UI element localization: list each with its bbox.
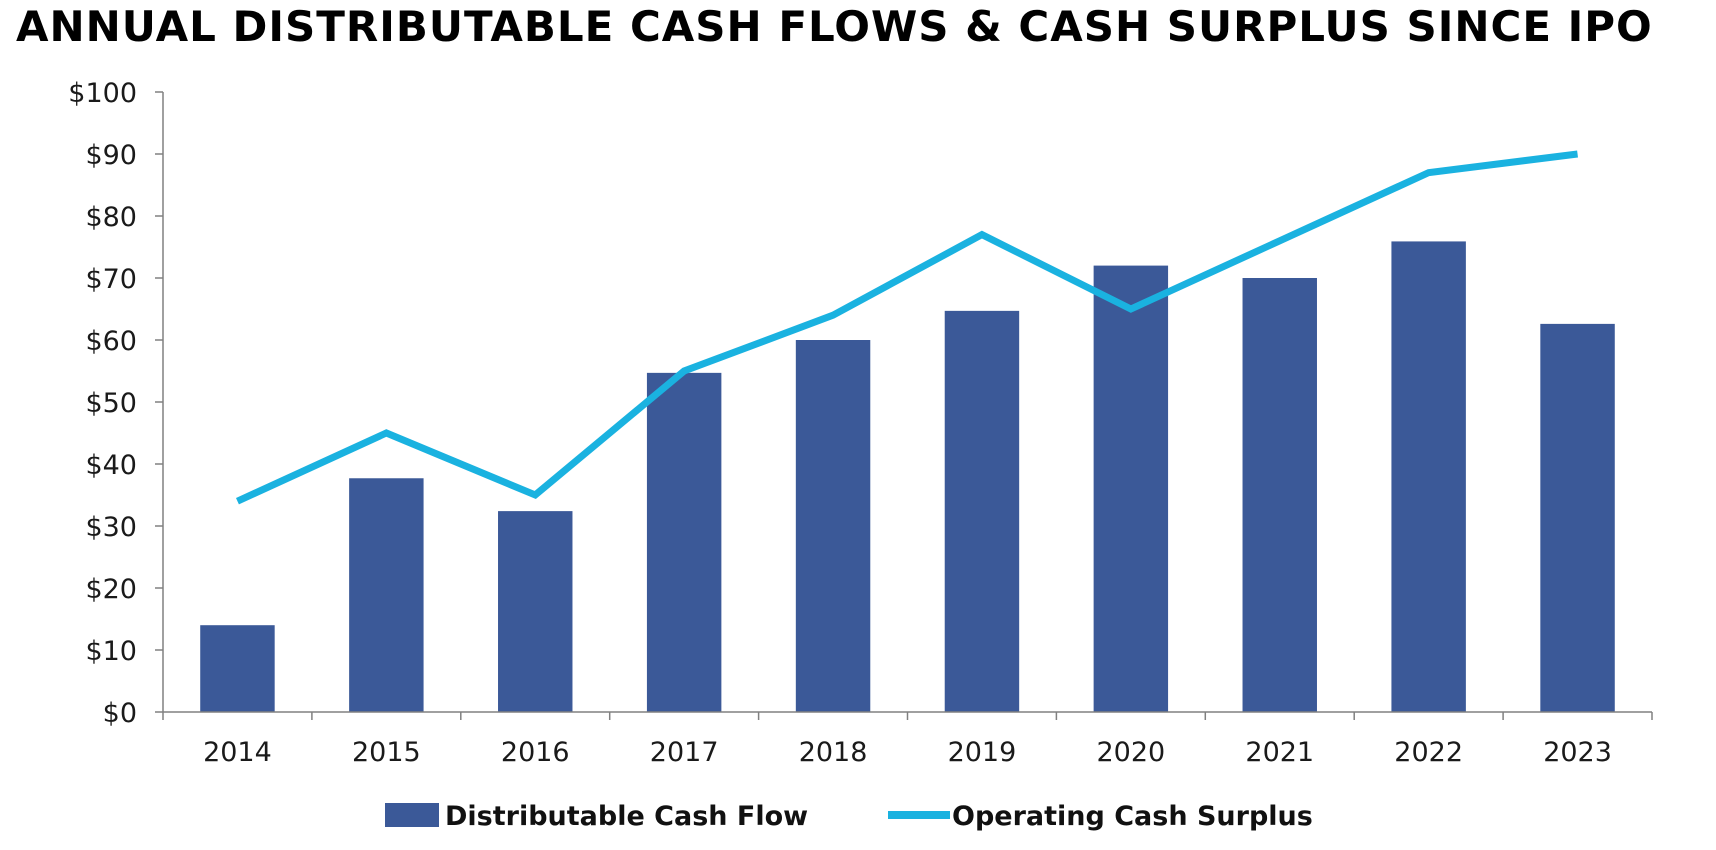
bar-2023 (1540, 323, 1615, 712)
x-tick-label: 2018 (799, 737, 868, 768)
bar-2018 (795, 340, 871, 712)
x-tick-label: 2020 (1096, 737, 1165, 768)
y-axis-ticks: $0 $10 $20 $30 $40 $50 $60 $70 $80 $90 $100 (68, 78, 137, 729)
y-tick-label: $50 (85, 388, 137, 419)
axes-layer (155, 91, 1653, 720)
y-tick-label: $60 (85, 326, 137, 357)
bar-2017 (646, 372, 722, 712)
bar-2016 (498, 511, 573, 712)
x-tick-label: 2021 (1245, 737, 1314, 768)
bar-2021 (1242, 278, 1317, 712)
y-tick-label: $100 (68, 78, 137, 109)
y-tick-label: $30 (85, 512, 137, 543)
x-tick-label: 2014 (203, 737, 272, 768)
legend: Distributable Cash Flow Operating Cash Su… (385, 801, 1313, 832)
y-tick-label: $40 (85, 450, 137, 481)
bar-2019 (944, 310, 1020, 712)
legend-label-operating-cash-surplus: Operating Cash Surplus (952, 801, 1313, 832)
bar-2022 (1391, 241, 1466, 713)
y-tick-label: $90 (85, 140, 137, 171)
y-tick-label: $10 (85, 636, 137, 667)
y-tick-label: $70 (85, 264, 137, 295)
chart-title: ANNUAL DISTRIBUTABLE CASH FLOWS & CASH S… (16, 2, 1653, 51)
x-tick-label: 2022 (1394, 737, 1463, 768)
x-tick-label: 2023 (1543, 737, 1612, 768)
y-tick-label: $20 (85, 574, 137, 605)
x-tick-label: 2017 (650, 737, 719, 768)
bar-2014 (200, 625, 275, 712)
bar-2015 (349, 478, 424, 712)
y-tick-label: $0 (103, 698, 137, 729)
y-tick-label: $80 (85, 202, 137, 233)
line-layer (235, 150, 1578, 505)
legend-label-distributable-cash-flow: Distributable Cash Flow (445, 801, 808, 832)
x-tick-label: 2015 (352, 737, 421, 768)
bars-layer (200, 241, 1615, 713)
legend-bar-swatch (385, 803, 439, 827)
x-axis-ticks: 2014 2015 2016 2017 2018 2019 2020 2021 2022 2023 (203, 737, 1612, 768)
line-operating-cash-surplus (235, 150, 1578, 505)
x-tick-label: 2019 (948, 737, 1017, 768)
x-tick-label: 2016 (501, 737, 570, 768)
bar-2020 (1093, 265, 1169, 712)
